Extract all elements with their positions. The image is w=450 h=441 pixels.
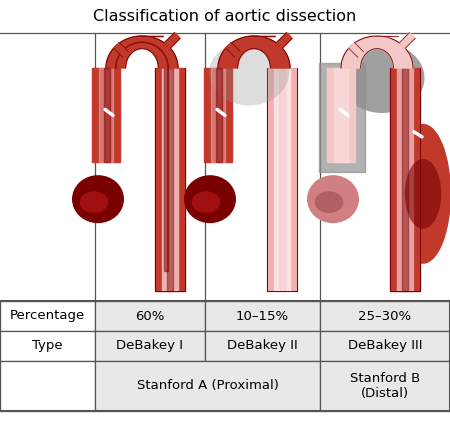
Polygon shape [226,42,241,57]
Polygon shape [167,68,173,291]
Polygon shape [104,68,110,162]
Ellipse shape [80,191,108,213]
Polygon shape [211,68,225,162]
Polygon shape [106,36,178,68]
Bar [95,301,205,331]
Polygon shape [334,68,348,162]
Text: 10–15%: 10–15% [236,310,289,322]
Bar [0,361,95,411]
Polygon shape [162,68,178,291]
Text: Type: Type [32,340,63,352]
Polygon shape [114,42,129,57]
Polygon shape [218,36,290,68]
Polygon shape [267,68,297,291]
Polygon shape [164,68,168,271]
Text: Stanford B
(Distal): Stanford B (Distal) [350,372,420,400]
Ellipse shape [405,159,441,229]
Bar [95,331,205,361]
Polygon shape [155,68,185,291]
Bar [320,361,450,411]
Ellipse shape [395,124,450,264]
Polygon shape [402,68,408,291]
Ellipse shape [192,191,220,213]
Polygon shape [327,68,355,162]
Ellipse shape [307,175,359,223]
Text: DeBakey I: DeBakey I [117,340,184,352]
Bar [320,301,450,331]
Polygon shape [341,36,413,68]
Polygon shape [390,68,420,291]
Text: 60%: 60% [135,310,165,322]
Polygon shape [279,68,285,291]
Ellipse shape [184,175,236,223]
Bar [95,361,320,411]
Polygon shape [319,63,365,172]
Text: Percentage: Percentage [10,310,85,322]
Polygon shape [165,33,180,48]
Ellipse shape [72,175,124,223]
Polygon shape [400,33,415,48]
Polygon shape [92,68,120,162]
Polygon shape [274,68,290,291]
Polygon shape [216,68,222,162]
Text: Classification of aortic dissection: Classification of aortic dissection [94,9,356,24]
Ellipse shape [315,191,343,213]
Text: DeBakey III: DeBakey III [348,340,422,352]
Polygon shape [397,68,413,291]
Polygon shape [277,33,292,48]
Bar [0,301,450,411]
Bar [205,331,320,361]
Bar [0,301,95,331]
Ellipse shape [339,43,424,113]
Bar [205,301,320,331]
Bar [320,331,450,361]
Text: 25–30%: 25–30% [359,310,412,322]
Ellipse shape [209,41,289,105]
Polygon shape [99,68,113,162]
Polygon shape [349,42,364,57]
Text: DeBakey II: DeBakey II [227,340,298,352]
Text: Stanford A (Proximal): Stanford A (Proximal) [136,380,279,392]
Bar [0,331,95,361]
Polygon shape [204,68,232,162]
